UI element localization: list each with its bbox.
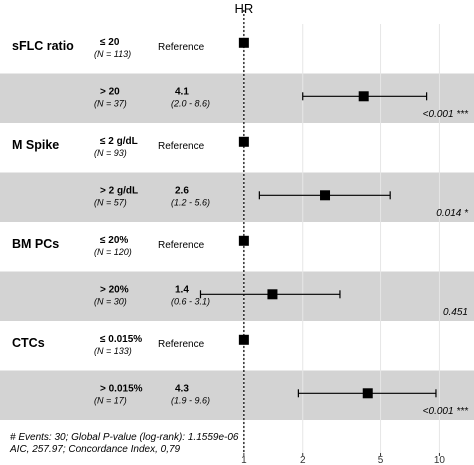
n-label: (N = 120) <box>94 247 132 257</box>
n-label: (N = 37) <box>94 98 127 108</box>
hr-point <box>238 136 249 147</box>
level-label: ≤ 20% <box>100 235 128 246</box>
row-band <box>0 172 474 222</box>
footnote-line: # Events: 30; Global P-value (log-rank):… <box>10 432 239 443</box>
hr-point <box>362 388 373 399</box>
level-label: ≤ 20 <box>100 37 120 48</box>
n-label: (N = 133) <box>94 346 132 356</box>
hr-point <box>267 289 278 300</box>
hr-point <box>238 235 249 246</box>
row-band <box>0 370 474 420</box>
level-label: > 0.015% <box>100 383 143 394</box>
level-label: > 20 <box>100 86 120 97</box>
hr-point <box>238 334 249 345</box>
level-label: ≤ 0.015% <box>100 334 142 345</box>
chart-title: HR <box>234 1 253 16</box>
x-tick-label: 1 <box>241 455 247 465</box>
ci-label: (1.9 - 9.6) <box>171 395 210 405</box>
variable-label: M Spike <box>12 138 59 152</box>
p-value-label: 0.014 * <box>436 208 469 219</box>
variable-label: sFLC ratio <box>12 39 74 53</box>
hr-label: 1.4 <box>175 284 189 295</box>
ci-label: (2.0 - 8.6) <box>171 98 210 108</box>
x-tick-label: 5 <box>378 455 384 465</box>
n-label: (N = 93) <box>94 148 127 158</box>
level-label: > 2 g/dL <box>100 185 138 196</box>
p-value-label: <0.001 *** <box>423 109 469 120</box>
reference-label: Reference <box>158 42 205 53</box>
n-label: (N = 113) <box>94 49 131 59</box>
reference-label: Reference <box>158 240 205 251</box>
hr-label: 2.6 <box>175 185 189 196</box>
reference-label: Reference <box>158 339 205 350</box>
x-tick-label: 10 <box>434 455 446 465</box>
n-label: (N = 17) <box>94 395 127 405</box>
hr-point <box>358 91 369 102</box>
level-label: ≤ 2 g/dL <box>100 136 138 147</box>
hr-point <box>238 37 249 48</box>
hr-point <box>320 190 331 201</box>
level-label: > 20% <box>100 284 129 295</box>
n-label: (N = 57) <box>94 197 127 207</box>
reference-label: Reference <box>158 141 205 152</box>
n-label: (N = 30) <box>94 296 127 306</box>
variable-label: BM PCs <box>12 237 59 251</box>
row-band <box>0 271 474 321</box>
ci-label: (0.6 - 3.1) <box>171 296 210 306</box>
row-band <box>0 73 474 123</box>
p-value-label: 0.451 <box>443 307 468 318</box>
footnote-line: AIC, 257.97; Concordance Index, 0,79 <box>9 444 181 455</box>
ci-label: (1.2 - 5.6) <box>171 197 210 207</box>
p-value-label: <0.001 *** <box>423 406 469 417</box>
hr-label: 4.3 <box>175 383 189 394</box>
hr-label: 4.1 <box>175 86 189 97</box>
variable-label: CTCs <box>12 336 45 350</box>
x-tick-label: 2 <box>300 455 306 465</box>
